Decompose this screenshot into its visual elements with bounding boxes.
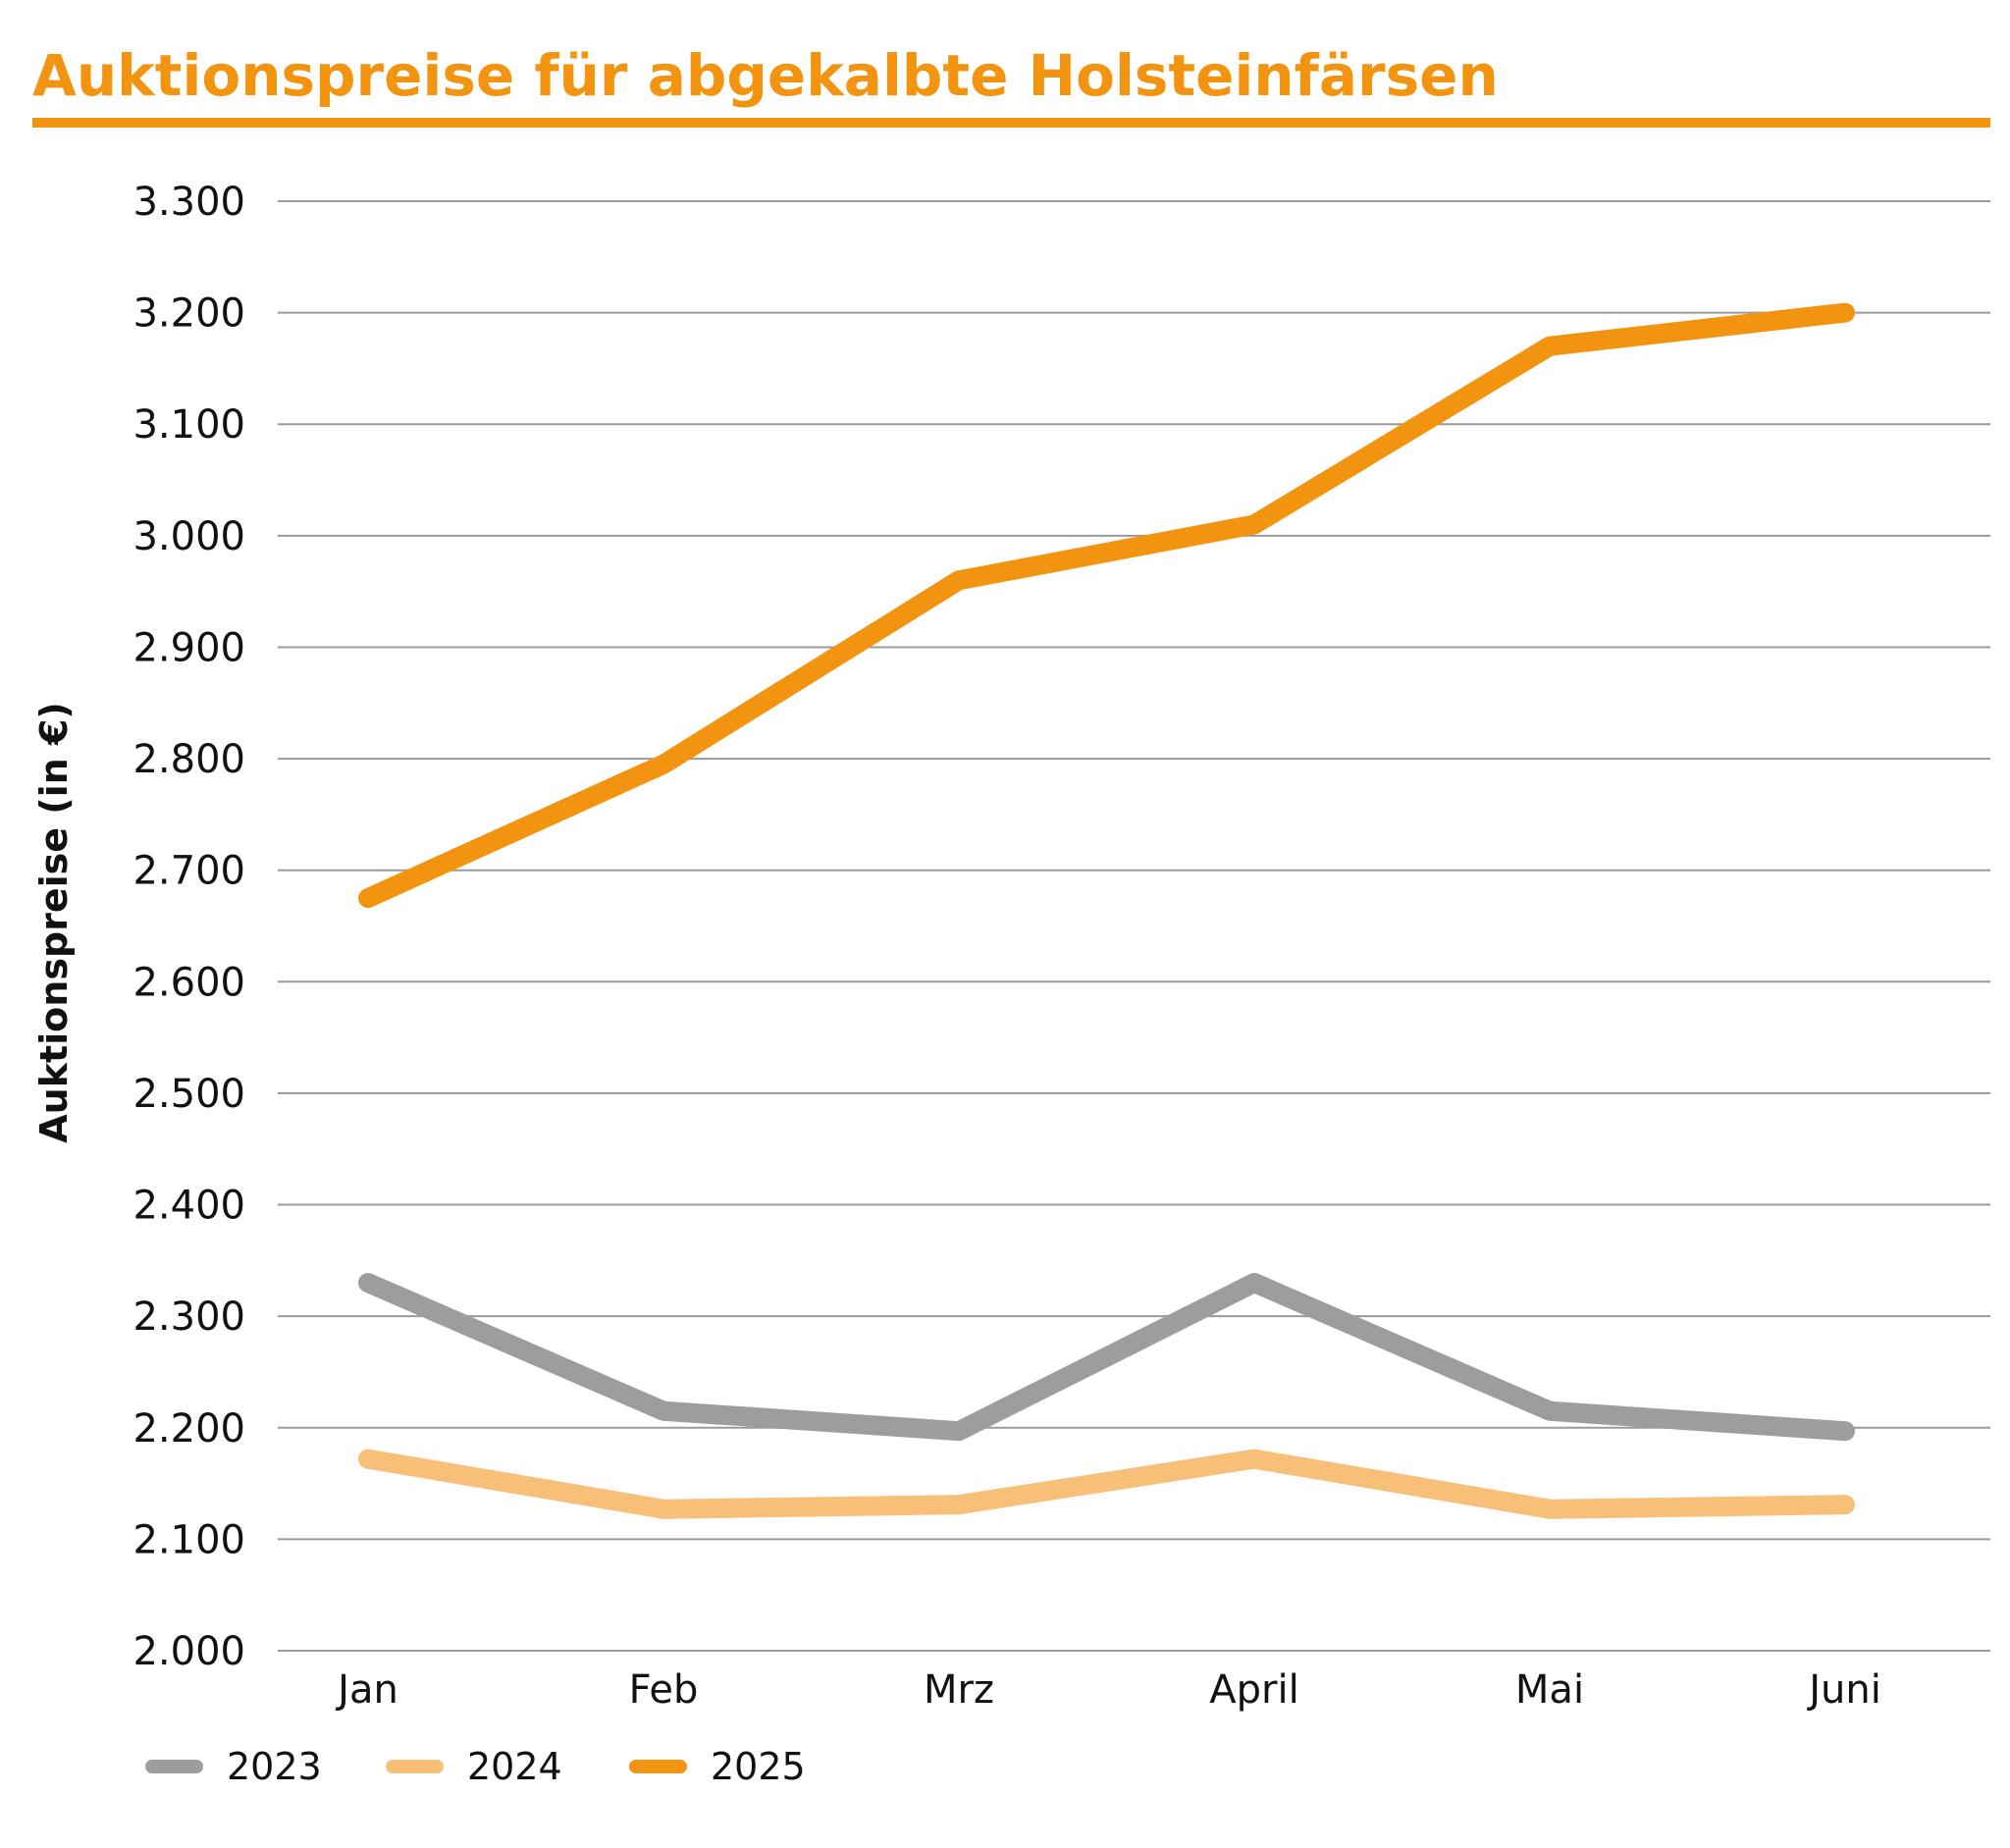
legend: 2023 2024 2025 [145,1745,806,1788]
y-tick-label: 3.000 [132,514,245,559]
x-tick-label: April [1209,1667,1298,1713]
y-tick-label: 3.200 [132,291,245,337]
series-line-2025 [358,302,1855,909]
legend-label: 2025 [711,1745,806,1788]
x-tick-label: Jan [335,1667,398,1713]
x-tick-label: Mrz [924,1667,994,1713]
y-tick-label: 2.200 [132,1406,245,1452]
x-tick-label: Juni [1806,1667,1881,1713]
legend-label: 2024 [467,1745,562,1788]
y-axis-label: Auktionspreise (in €) [32,702,76,1143]
y-tick-label: 2.400 [132,1184,245,1229]
series-line-2024 [358,1449,1855,1519]
y-tick-label: 2.000 [132,1629,245,1674]
x-axis-ticks: Jan Feb Mrz April Mai Juni [335,1667,1881,1713]
series-lines [358,302,1855,1519]
y-axis-ticks: 2.000 2.100 2.200 2.300 2.400 2.500 2.600 2.700… [132,180,245,1674]
y-tick-label: 2.500 [132,1072,245,1117]
y-tick-label: 3.100 [132,402,245,448]
y-tick-label: 2.700 [132,849,245,894]
y-tick-label: 2.900 [132,625,245,670]
y-tick-label: 2.300 [132,1294,245,1340]
title-underline [32,118,1990,128]
x-tick-label: Feb [629,1667,699,1713]
chart-title: Auktionspreise für abgekalbte Holsteinfä… [32,42,1499,109]
y-tick-label: 2.600 [132,960,245,1005]
y-tick-label: 2.800 [132,737,245,782]
legend-label: 2023 [227,1745,322,1788]
y-tick-label: 2.100 [132,1517,245,1562]
x-tick-label: Mai [1515,1667,1584,1713]
gridlines [278,200,1990,1652]
series-line-2023 [358,1273,1855,1442]
y-tick-label: 3.300 [132,180,245,225]
